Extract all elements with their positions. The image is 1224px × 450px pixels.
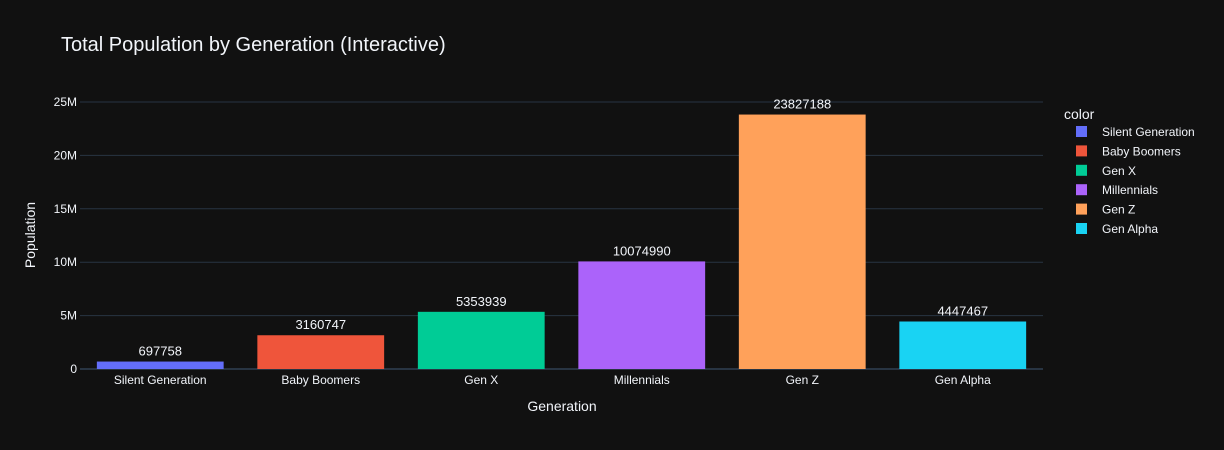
- x-axis-ticks: Silent Generation Baby Boomers Gen X Millen…: [114, 373, 991, 387]
- bar-value-label: 4447467: [937, 304, 988, 319]
- y-axis-title: Population: [22, 202, 38, 268]
- y-axis-ticks: 0 5M 10M 15M 20M 25M: [54, 95, 78, 376]
- bar[interactable]: [96, 361, 224, 369]
- y-tick-label: 5M: [60, 309, 77, 323]
- x-tick-label: Gen X: [464, 373, 498, 387]
- bar[interactable]: [899, 321, 1027, 369]
- legend-swatch[interactable]: [1076, 203, 1087, 215]
- gridlines: [80, 101, 1043, 370]
- legend-swatch[interactable]: [1076, 164, 1087, 176]
- bar-value-label: 697758: [139, 344, 182, 359]
- legend-item-label[interactable]: Gen Z: [1102, 203, 1135, 217]
- y-tick-label: 25M: [54, 95, 77, 109]
- legend-swatch[interactable]: [1076, 145, 1087, 157]
- bar[interactable]: [417, 311, 545, 369]
- legend-title: color: [1064, 106, 1095, 122]
- legend-item-label[interactable]: Baby Boomers: [1102, 144, 1181, 158]
- x-tick-label: Gen Alpha: [935, 373, 991, 387]
- x-tick-label: Millennials: [614, 373, 670, 387]
- bar[interactable]: [578, 261, 706, 369]
- bars: 697758 3160747 5353939 10074990 23827188 4447…: [96, 97, 1027, 370]
- y-tick-label: 10M: [54, 255, 77, 269]
- x-axis-title: Generation: [527, 398, 596, 414]
- x-tick-label: Gen Z: [786, 373, 819, 387]
- legend-item-label[interactable]: Gen Alpha: [1102, 222, 1158, 236]
- bar-value-label: 10074990: [613, 243, 671, 258]
- legend-item-label[interactable]: Millennials: [1102, 183, 1158, 197]
- bar[interactable]: [738, 114, 866, 370]
- y-tick-label: 20M: [54, 148, 77, 162]
- y-tick-label: 15M: [54, 202, 77, 216]
- legend-swatch[interactable]: [1076, 184, 1087, 196]
- bar-value-label: 5353939: [456, 294, 507, 309]
- legend: color Silent Generation Baby Boomers Gen X…: [1064, 106, 1195, 236]
- bar-value-label: 23827188: [773, 97, 831, 112]
- y-tick-label: 0: [70, 362, 77, 376]
- chart-title: Total Population by Generation (Interact…: [61, 34, 446, 56]
- legend-item-label[interactable]: Gen X: [1102, 164, 1136, 178]
- x-tick-label: Silent Generation: [114, 373, 207, 387]
- legend-swatch[interactable]: [1076, 126, 1087, 137]
- x-tick-label: Baby Boomers: [281, 373, 360, 387]
- bar[interactable]: [257, 335, 385, 369]
- bar-value-label: 3160747: [295, 317, 346, 332]
- legend-swatch[interactable]: [1076, 223, 1087, 234]
- legend-item-label[interactable]: Silent Generation: [1102, 125, 1195, 139]
